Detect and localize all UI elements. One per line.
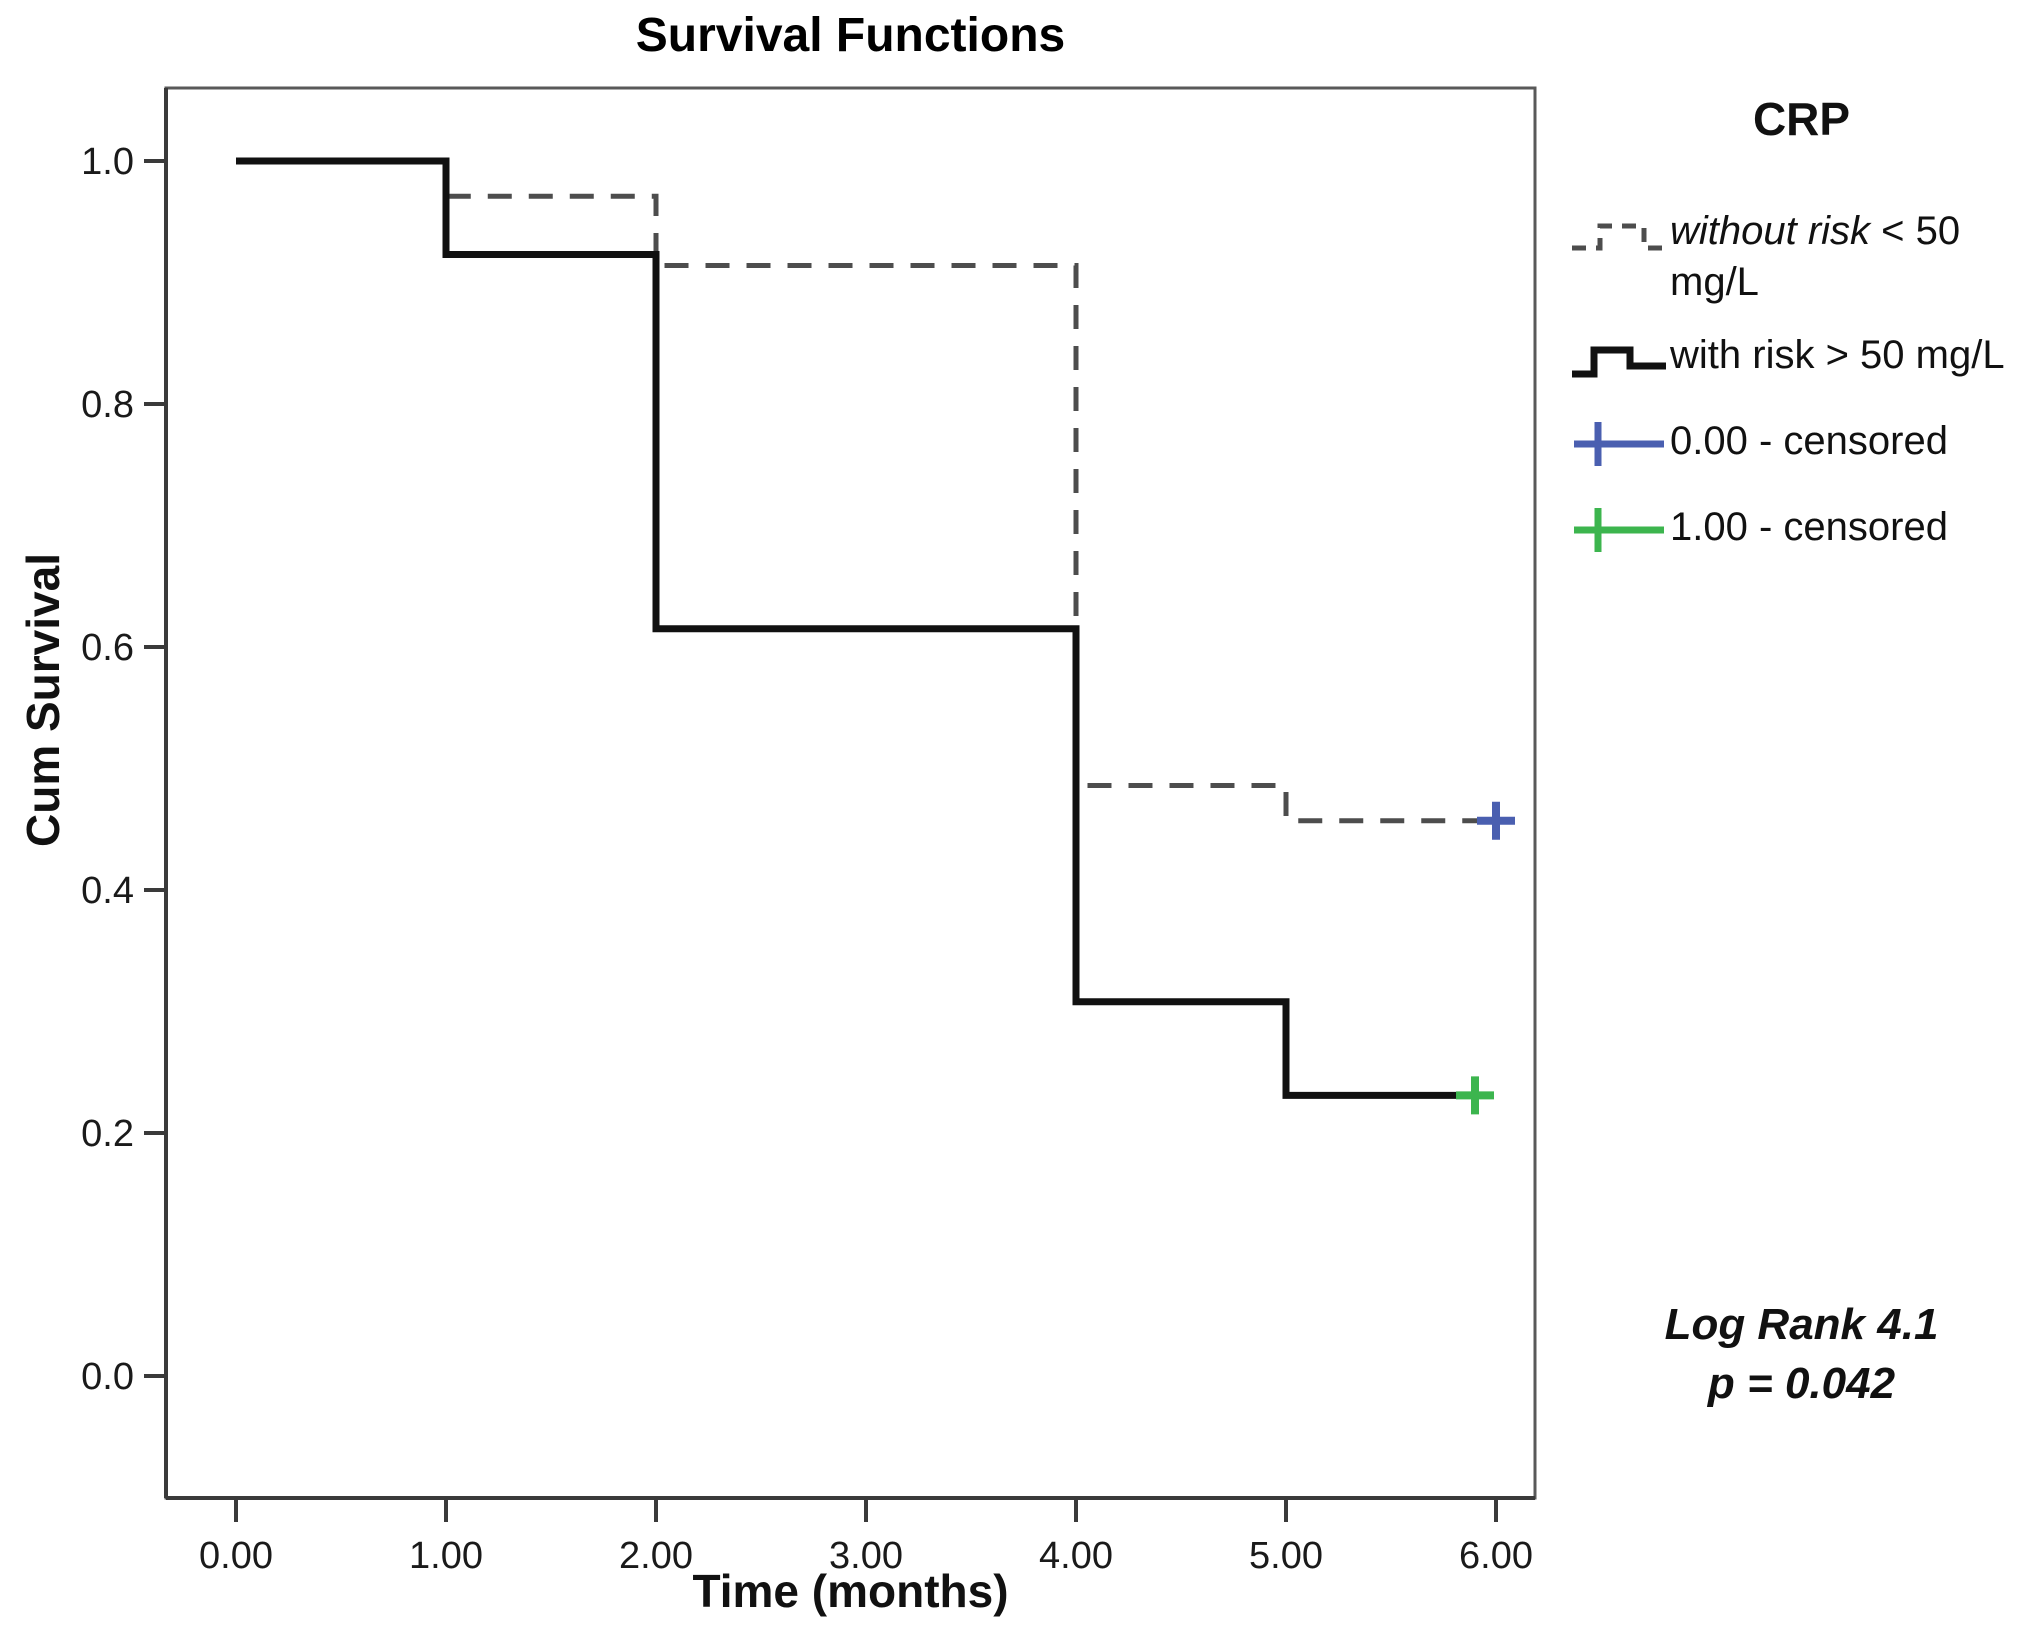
p-symbol: p [1707, 1359, 1735, 1409]
legend-label-with-risk: with risk > 50 mg/L [1670, 333, 2005, 378]
y-axis-title: Cum Survival [17, 553, 69, 847]
y-tick-label: 1.0 [81, 141, 134, 183]
green-plus-icon [1574, 508, 1664, 553]
dashed-step-line-icon [1572, 223, 1666, 251]
x-tick-label: 5.00 [1249, 1535, 1323, 1577]
legend-label-censored-0: 0.00 - censored [1670, 419, 1948, 464]
legend-label-without-risk-italic: without risk [1670, 209, 1871, 253]
survival-curve-without-risk [236, 158, 1496, 824]
legend-item-censored-1: 1.00 - censored [1570, 494, 2033, 566]
survival-curve-with-risk [236, 157, 1475, 1099]
legend-title: CRP [1752, 93, 1851, 145]
censored-marker-blue [1477, 801, 1515, 840]
blue-plus-icon [1574, 422, 1664, 467]
y-tick-label: 0.0 [81, 1356, 134, 1398]
x-tick-label: 2.00 [619, 1535, 693, 1577]
y-tick-label: 0.4 [81, 870, 134, 912]
x-axis-title: Time (months) [692, 1565, 1009, 1617]
p-value: p = 0.042 [1570, 1354, 2033, 1413]
solid-step-line-icon [1572, 346, 1666, 378]
x-tick-label: 3.00 [829, 1535, 903, 1577]
p-value-text: = 0.042 [1734, 1359, 1896, 1409]
y-tick-label: 0.8 [81, 384, 134, 426]
legend-label-censored-1: 1.00 - censored [1670, 505, 1948, 550]
log-rank-statistic: Log Rank 4.1 [1664, 1300, 1939, 1349]
legend-item-without-risk: without risk < 50 mg/L [1570, 198, 2033, 308]
y-tick-label: 0.2 [81, 1113, 134, 1155]
legend-item-with-risk: with risk > 50 mg/L [1570, 322, 2033, 394]
x-tick-label: 6.00 [1459, 1535, 1533, 1577]
legend: CRP without risk < 50 mg/L with risk > 5… [1570, 92, 2033, 580]
censored-marker-green [1456, 1076, 1494, 1115]
y-tick-label: 0.6 [81, 627, 134, 669]
legend-label-without-risk-rest: < 50 mg/L [1670, 209, 1961, 305]
x-tick-label: 0.00 [199, 1535, 273, 1577]
log-rank-annotation: Log Rank 4.1 p = 0.042 [1570, 1295, 2033, 1414]
chart-title: Survival Functions [635, 9, 1066, 62]
legend-label-without-risk: without risk < 50 mg/L [1670, 198, 2033, 308]
plot-area-border [164, 86, 1537, 1500]
legend-item-censored-0: 0.00 - censored [1570, 408, 2033, 480]
x-tick-label: 4.00 [1039, 1535, 1113, 1577]
x-tick-label: 1.00 [409, 1535, 483, 1577]
